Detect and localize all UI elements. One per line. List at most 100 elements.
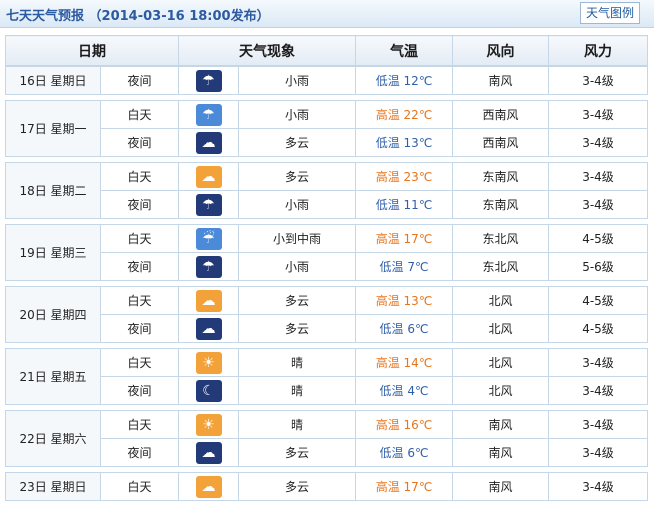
date-cell: 17日 星期一 [5, 100, 101, 157]
temperature-label: 低温 [379, 446, 404, 460]
weather-text-cell: 多云 [238, 472, 356, 501]
table-row: 21日 星期五 白天 ☀ 晴高温 14℃ 北风 3-4级 [5, 348, 648, 405]
page-title: 七天天气预报 （2014-03-16 18:00发布） [6, 9, 270, 24]
temperature-cell: 高温 14℃ [355, 348, 453, 377]
wind-force-cell: 3-4级 [548, 100, 648, 129]
cloudy-night-icon: ☁ [195, 317, 222, 340]
temperature-cell: 低温 6℃ [355, 314, 453, 343]
wind-direction-cell: 北风 [452, 286, 549, 315]
weather-text-cell: 晴 [238, 376, 356, 405]
weather-text-cell: 多云 [238, 162, 356, 191]
wind-direction-cell: 北风 [452, 376, 549, 405]
wind-force-cell: 4-5级 [548, 224, 648, 253]
weather-icon-cell: ☂ [178, 190, 239, 219]
temperature-label: 高温 [375, 294, 400, 308]
temperature-label: 低温 [375, 198, 400, 212]
sunny-icon: ☀ [195, 413, 222, 436]
cloudy-day-icon: ☁ [195, 475, 222, 498]
temperature-value: 6℃ [407, 322, 429, 336]
wind-force-cell: 3-4级 [548, 438, 648, 467]
temperature-label: 高温 [375, 480, 400, 494]
weather-text-cell: 多云 [238, 286, 356, 315]
wind-direction-cell: 东北风 [452, 224, 549, 253]
period-cell: 夜间 [100, 376, 179, 405]
header-bar: 七天天气预报 （2014-03-16 18:00发布） 天气图例 [0, 0, 654, 28]
moderate-rain-day-icon: ☔ [195, 227, 222, 250]
temperature-cell: 低温 6℃ [355, 438, 453, 467]
weather-icon-cell: ☁ [178, 162, 239, 191]
temperature-label: 高温 [375, 232, 400, 246]
wind-force-cell: 5-6级 [548, 252, 648, 281]
wind-force-cell: 3-4级 [548, 66, 648, 95]
cloudy-night-icon: ☁ [195, 131, 222, 154]
temperature-label: 低温 [379, 322, 404, 336]
weather-text-cell: 晴 [238, 410, 356, 439]
temperature-value: 13℃ [403, 136, 433, 150]
weather-text-cell: 多云 [238, 314, 356, 343]
weather-icon-cell: ☂ [178, 252, 239, 281]
cloudy-night-icon: ☁ [195, 441, 222, 464]
header-temperature: 气温 [355, 35, 453, 66]
table-row: 23日 星期日 白天 ☁ 多云 高温 17℃ 南风 3-4级 [5, 472, 648, 501]
wind-direction-cell: 南风 [452, 410, 549, 439]
weather-text-cell: 小雨 [238, 100, 356, 129]
weather-icon-cell: ☁ [178, 128, 239, 157]
day-block: 19日 星期三 白天 ☔ 小到中雨 高温 17℃ 东北风 4-5级 夜间 ☂ 小雨 低温 7℃ 东北风… [5, 224, 648, 281]
table-row: 20日 星期四 白天 ☁ 多云 高温 13℃ 北风 4-5级 [5, 286, 648, 343]
temperature-label: 高温 [375, 170, 400, 184]
day-block: 22日 星期六 白天 ☀ 晴高温 16℃ 南风 3-4级 夜间 ☁ 多云 低温 6℃ 南风 3-4级 [5, 410, 648, 467]
period-cell: 夜间 [100, 252, 179, 281]
temperature-label: 高温 [375, 108, 400, 122]
wind-direction-cell: 南风 [452, 438, 549, 467]
temperature-value: 17℃ [403, 480, 433, 494]
period-cell: 白天 [100, 224, 179, 253]
date-cell: 23日 星期日 [5, 472, 101, 501]
temperature-cell: 高温 23℃ [355, 162, 453, 191]
temperature-cell: 低温 11℃ [355, 190, 453, 219]
temperature-cell: 低温 13℃ [355, 128, 453, 157]
weather-icon-cell: ☾ [178, 376, 239, 405]
temperature-value: 12℃ [403, 74, 433, 88]
weather-text-cell: 小雨 [238, 66, 356, 95]
wind-direction-cell: 南风 [452, 66, 549, 95]
weather-text-cell: 小到中雨 [238, 224, 356, 253]
rain-night-icon: ☂ [195, 193, 222, 216]
weather-legend-button[interactable]: 天气图例 [580, 2, 640, 24]
period-cell: 白天 [100, 286, 179, 315]
temperature-value: 4℃ [407, 384, 429, 398]
temperature-cell: 高温 16℃ [355, 410, 453, 439]
rain-night-icon: ☂ [195, 255, 222, 278]
table-header: 日期 天气现象 气温 风向 风力 [5, 35, 648, 66]
weather-icon-cell: ☁ [178, 286, 239, 315]
temperature-value: 22℃ [403, 108, 433, 122]
temperature-cell: 高温 17℃ [355, 224, 453, 253]
wind-force-cell: 4-5级 [548, 314, 648, 343]
wind-direction-cell: 北风 [452, 314, 549, 343]
wind-force-cell: 3-4级 [548, 472, 648, 501]
day-block: 18日 星期二 白天 ☁ 多云 高温 23℃ 东南风 3-4级 夜间 ☂ 小雨 低温 11℃ 东南风 3… [5, 162, 648, 219]
period-cell: 夜间 [100, 438, 179, 467]
cloudy-day-icon: ☁ [195, 289, 222, 312]
wind-direction-cell: 南风 [452, 472, 549, 501]
date-cell: 20日 星期四 [5, 286, 101, 343]
table-row: 夜间 ☾ 晴低温 4℃ 北风 3-4级 [6, 376, 648, 405]
weather-icon-cell: ☁ [178, 438, 239, 467]
temperature-label: 高温 [375, 418, 400, 432]
sunny-icon: ☀ [195, 351, 222, 374]
wind-direction-cell: 东南风 [452, 162, 549, 191]
weather-icon-cell: ☁ [178, 314, 239, 343]
table-row: 夜间 ☂ 小雨 低温 11℃ 东南风 3-4级 [6, 190, 648, 219]
wind-force-cell: 3-4级 [548, 162, 648, 191]
temperature-cell: 高温 22℃ [355, 100, 453, 129]
temperature-value: 11℃ [403, 198, 433, 212]
period-cell: 白天 [100, 348, 179, 377]
table-row: 夜间 ☂ 小雨 低温 7℃ 东北风 5-6级 [6, 252, 648, 281]
temperature-label: 低温 [379, 260, 404, 274]
day-block: 21日 星期五 白天 ☀ 晴高温 14℃ 北风 3-4级 夜间 ☾ 晴低温 4℃ 北风 3-4级 [5, 348, 648, 405]
table-row: 19日 星期三 白天 ☔ 小到中雨 高温 17℃ 东北风 4-5级 [5, 224, 648, 281]
date-cell: 21日 星期五 [5, 348, 101, 405]
cloudy-day-icon: ☁ [195, 165, 222, 188]
wind-force-cell: 4-5级 [548, 286, 648, 315]
date-cell: 22日 星期六 [5, 410, 101, 467]
weather-text-cell: 多云 [238, 128, 356, 157]
